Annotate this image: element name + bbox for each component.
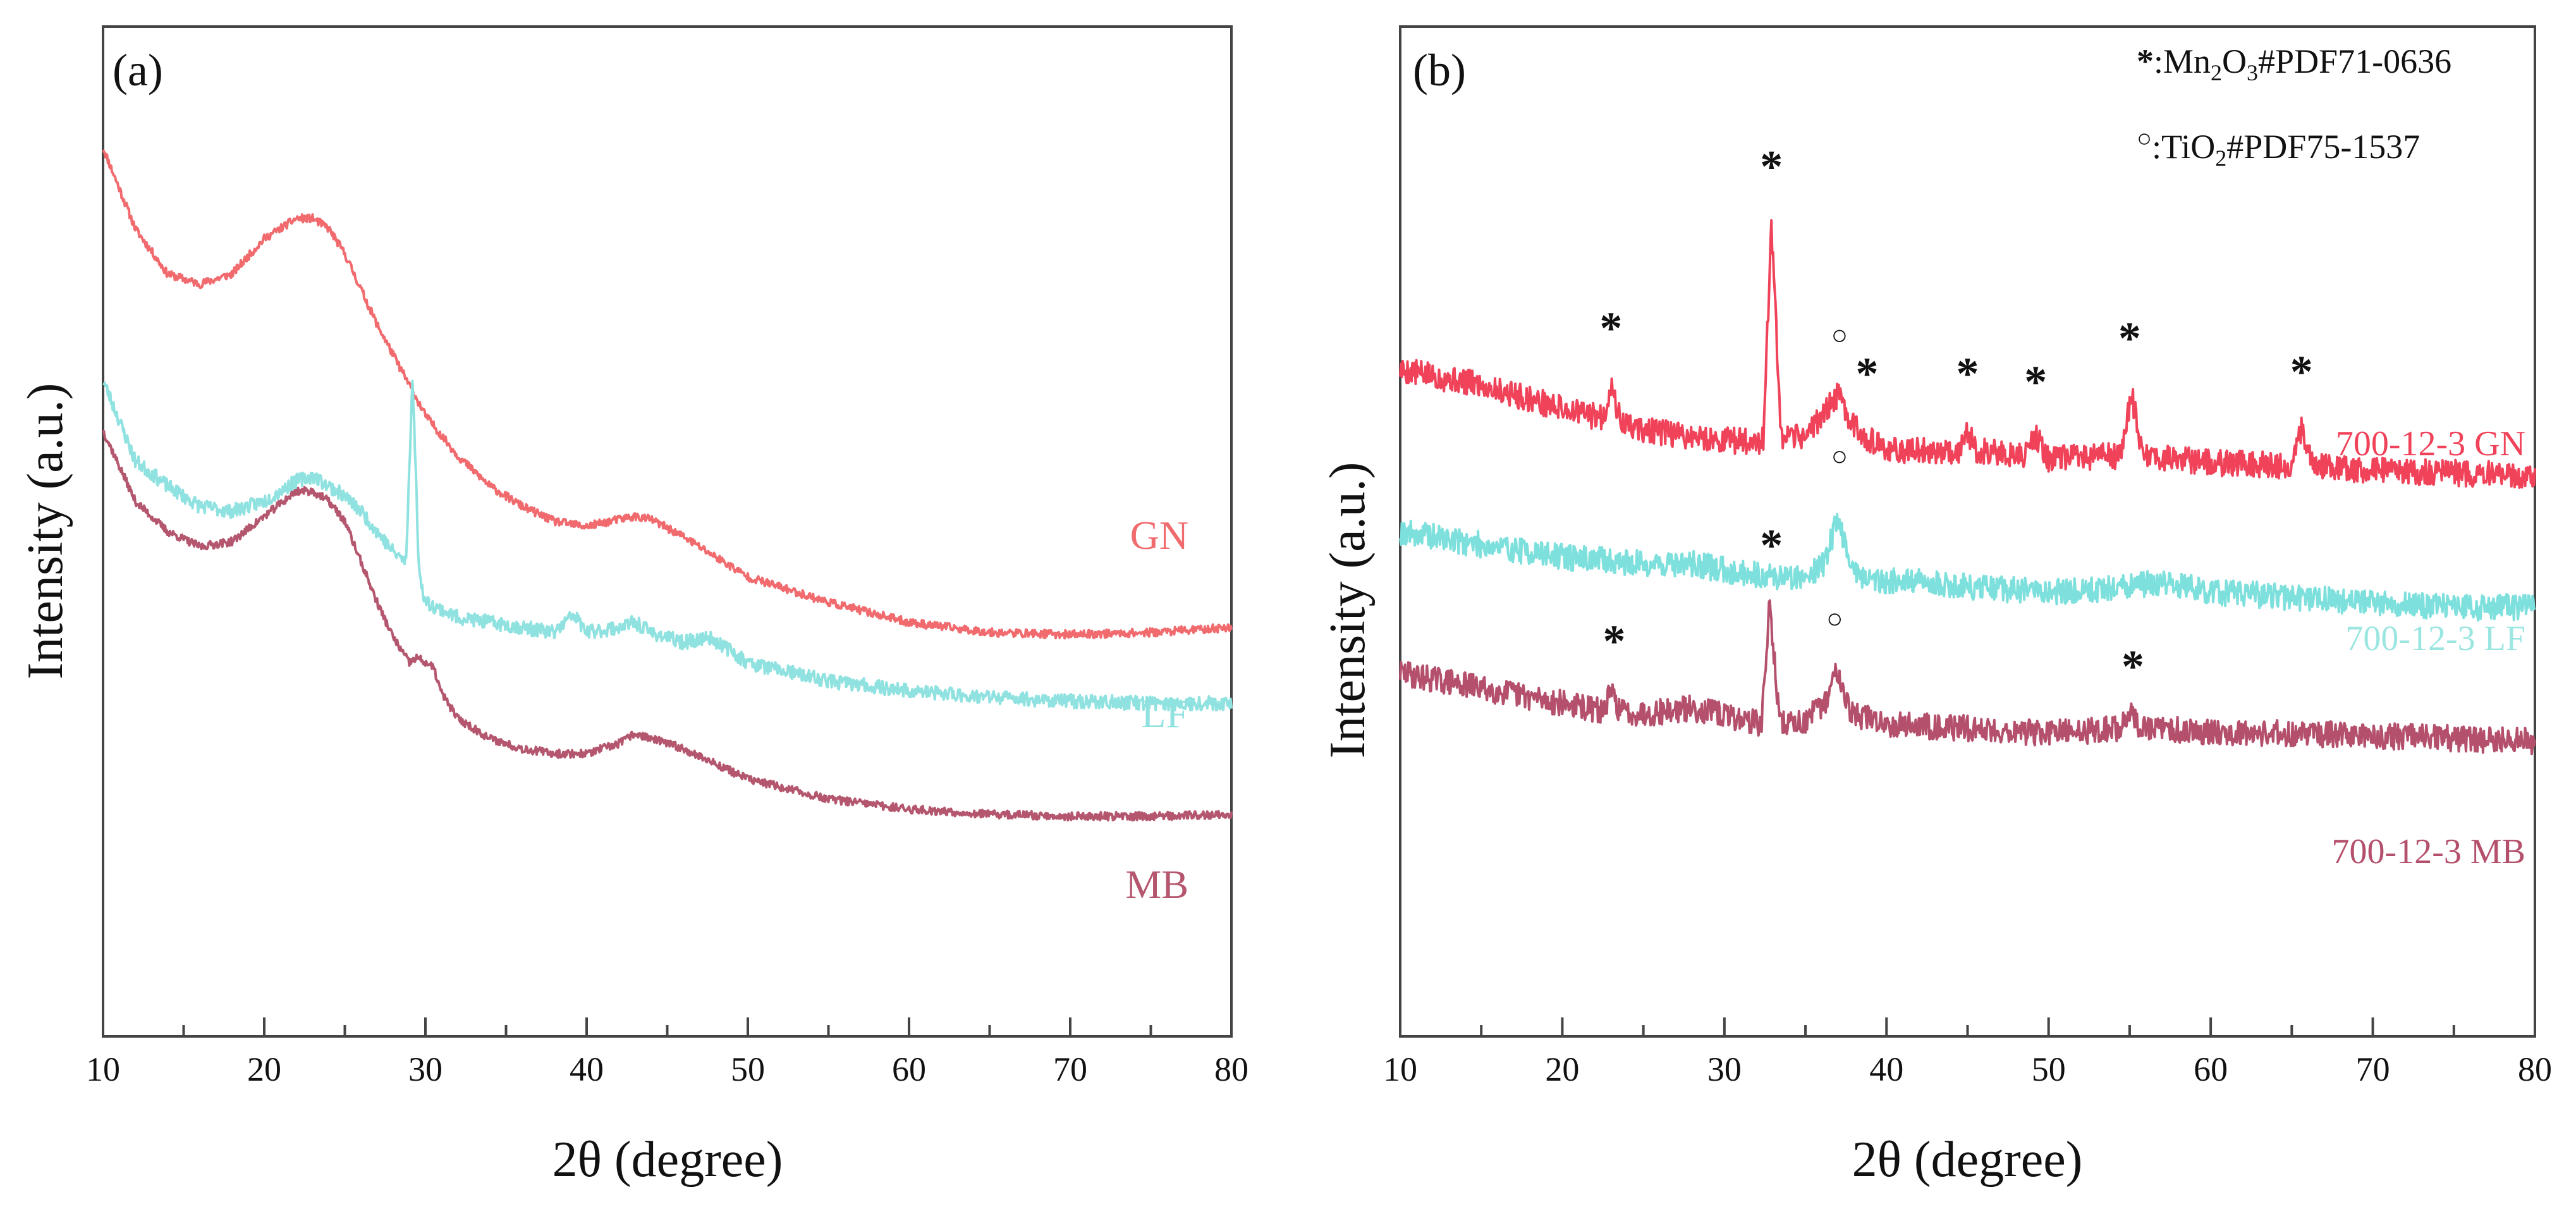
x-tick-label-50: 50 xyxy=(2032,1050,2066,1088)
peak-marker-star-7: * xyxy=(2290,347,2313,397)
legend-sub-2b: 2 xyxy=(2215,145,2226,171)
peak-marker-star-5: * xyxy=(2024,357,2047,407)
x-tick-label-20: 20 xyxy=(247,1050,281,1088)
peak-marker-star-1: * xyxy=(1760,142,1783,192)
x-tick-label-60: 60 xyxy=(892,1050,926,1088)
series-line-700-12-3-mb xyxy=(1399,599,2536,756)
panel-b-label: (b) xyxy=(1413,45,1466,95)
x-tick-label-50: 50 xyxy=(731,1050,765,1088)
legend-text-tio: :TiO xyxy=(2152,128,2215,166)
legend-entry-mn2o3: *:Mn2O3#PDF71-0636 xyxy=(2137,42,2451,85)
x-tick-label-40: 40 xyxy=(570,1050,604,1088)
panel-b-ylabel: Intensity (a.u.) xyxy=(1320,462,1376,759)
x-tick-label-30: 30 xyxy=(408,1050,443,1088)
panel-a-ylabel: Intensity (a.u.) xyxy=(18,383,73,680)
series-label-gn: GN xyxy=(1130,513,1188,558)
series-line-gn xyxy=(102,149,1233,640)
x-tick-label-70: 70 xyxy=(2356,1050,2390,1088)
panel-b-chart: (b) Intensity (a.u.) 2θ (degree) *:Mn2O3… xyxy=(1320,25,2552,1188)
peak-marker-star-3: * xyxy=(1856,348,1879,399)
peak-marker-star-6: * xyxy=(2118,313,2141,364)
x-tick-label-70: 70 xyxy=(1053,1050,1087,1088)
panel-a-xlabel: 2θ (degree) xyxy=(552,1132,783,1188)
peak-marker-star-12: * xyxy=(2121,641,2144,692)
legend-symbol-star: * xyxy=(2137,42,2154,80)
series-line-lf xyxy=(102,379,1233,712)
x-tick-label-20: 20 xyxy=(1545,1050,1579,1088)
legend-text-pdf75: #PDF75-1537 xyxy=(2226,128,2420,166)
legend-sub-2: 2 xyxy=(2211,60,2222,85)
legend-sub-3: 3 xyxy=(2247,60,2258,85)
legend-entry-tio2: ○:TiO2#PDF75-1537 xyxy=(2137,124,2420,171)
x-tick-label-10: 10 xyxy=(1383,1050,1417,1088)
x-tick-label-10: 10 xyxy=(86,1050,120,1088)
panel-a-label: (a) xyxy=(113,45,163,95)
series-line-mb xyxy=(102,429,1233,822)
x-tick-label-80: 80 xyxy=(1214,1050,1248,1088)
peak-marker-star-0: * xyxy=(1599,303,1622,353)
peak-marker-star-9: * xyxy=(1602,616,1625,666)
panel-a-chart: (a) Intensity (a.u.) 2θ (degree) 10 20 30 4… xyxy=(18,25,1248,1188)
peak-marker-circle-2: ○ xyxy=(1831,319,1848,350)
peak-marker-star-10: * xyxy=(1760,520,1783,570)
series-line-700-12-3-lf xyxy=(1399,513,2536,622)
series-label-mb: MB xyxy=(1125,862,1188,907)
series-label-700-12-3-lf: 700-12-3 LF xyxy=(2345,619,2525,658)
series-line-700-12-3-gn xyxy=(1399,219,2536,489)
series-label-lf: LF xyxy=(1141,691,1188,736)
legend: *:Mn2O3#PDF71-0636 ○:TiO2#PDF75-1537 xyxy=(2137,42,2451,171)
legend-text-o: O xyxy=(2222,42,2247,80)
x-tick-label-80: 80 xyxy=(2518,1050,2552,1088)
legend-text-mn: :Mn xyxy=(2154,42,2211,80)
legend-text-pdf71: #PDF71-0636 xyxy=(2258,42,2451,80)
peak-marker-circle-11: ○ xyxy=(1826,603,1843,634)
legend-symbol-circle: ○ xyxy=(2137,124,2152,152)
peak-marker-circle-8: ○ xyxy=(1831,441,1848,472)
peak-marker-star-4: * xyxy=(1956,348,1979,399)
series-label-700-12-3-gn: 700-12-3 GN xyxy=(2336,424,2525,464)
x-tick-label-30: 30 xyxy=(1707,1050,1742,1088)
x-tick-label-40: 40 xyxy=(1869,1050,1903,1088)
x-tick-label-60: 60 xyxy=(2194,1050,2228,1088)
panel-b-xlabel: 2θ (degree) xyxy=(1852,1132,2083,1188)
series-label-700-12-3-mb: 700-12-3 MB xyxy=(2332,832,2525,871)
